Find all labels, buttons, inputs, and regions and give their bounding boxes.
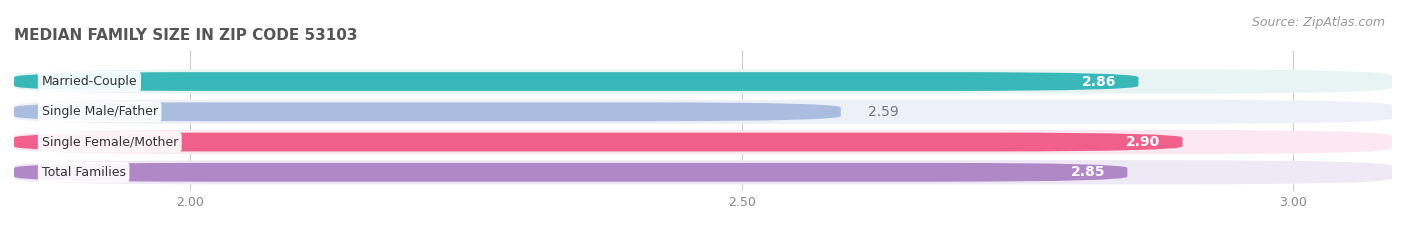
FancyBboxPatch shape	[14, 100, 1392, 124]
Text: 2.85: 2.85	[1071, 165, 1105, 179]
FancyBboxPatch shape	[14, 102, 841, 121]
Text: MEDIAN FAMILY SIZE IN ZIP CODE 53103: MEDIAN FAMILY SIZE IN ZIP CODE 53103	[14, 28, 357, 43]
Text: Single Male/Father: Single Male/Father	[42, 105, 157, 118]
FancyBboxPatch shape	[14, 163, 1128, 182]
Text: Total Families: Total Families	[42, 166, 125, 179]
Text: Single Female/Mother: Single Female/Mother	[42, 136, 179, 149]
FancyBboxPatch shape	[14, 160, 1392, 184]
Text: Source: ZipAtlas.com: Source: ZipAtlas.com	[1251, 16, 1385, 29]
FancyBboxPatch shape	[14, 130, 1392, 154]
FancyBboxPatch shape	[14, 69, 1392, 94]
Text: 2.86: 2.86	[1083, 75, 1116, 89]
Text: 2.90: 2.90	[1126, 135, 1160, 149]
FancyBboxPatch shape	[14, 72, 1139, 91]
Text: 2.59: 2.59	[869, 105, 898, 119]
Text: Married-Couple: Married-Couple	[42, 75, 138, 88]
FancyBboxPatch shape	[14, 133, 1182, 151]
